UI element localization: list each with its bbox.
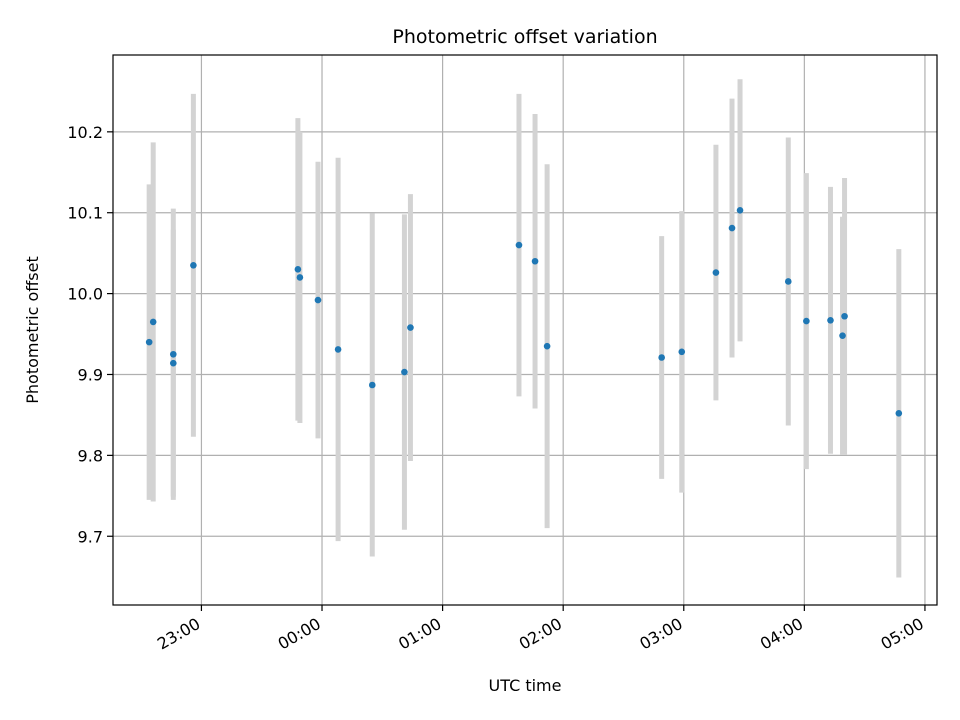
y-tick-label: 9.7 xyxy=(78,527,103,546)
y-tick-label: 10.2 xyxy=(67,123,103,142)
chart-title: Photometric offset variation xyxy=(392,26,657,48)
data-point xyxy=(658,354,665,361)
data-point xyxy=(296,274,304,281)
data-point xyxy=(294,266,302,273)
data-point xyxy=(841,312,848,320)
x-axis-title: UTC time xyxy=(489,676,562,695)
data-point xyxy=(839,332,846,339)
data-point xyxy=(149,318,157,326)
y-axis: 9.7 9.8 9.9 10.0 10.1 10.2 xyxy=(67,123,113,546)
y-tick-label: 10.0 xyxy=(67,285,103,304)
data-point xyxy=(314,296,322,304)
data-point xyxy=(531,257,539,265)
data-point xyxy=(401,368,408,376)
data-point xyxy=(712,269,720,276)
y-tick-label: 9.9 xyxy=(78,365,103,384)
data-point xyxy=(895,410,903,417)
data-point xyxy=(784,278,792,285)
data-point xyxy=(543,342,551,350)
data-point xyxy=(515,241,523,249)
data-point xyxy=(169,359,177,367)
data-point xyxy=(827,316,834,324)
data-point xyxy=(803,317,810,325)
y-tick-label: 9.8 xyxy=(78,446,103,465)
data-point xyxy=(190,261,197,269)
data-point xyxy=(334,346,342,353)
data-point xyxy=(407,324,414,331)
data-point xyxy=(728,224,736,232)
data-point xyxy=(678,348,686,356)
data-point xyxy=(736,206,744,214)
y-tick-label: 10.1 xyxy=(67,204,103,223)
data-point xyxy=(145,338,153,346)
plot-frame xyxy=(112,54,938,606)
data-point xyxy=(169,350,177,358)
data-point xyxy=(368,381,376,389)
data-points xyxy=(145,206,903,417)
y-axis-title: Photometric offset xyxy=(23,256,42,404)
